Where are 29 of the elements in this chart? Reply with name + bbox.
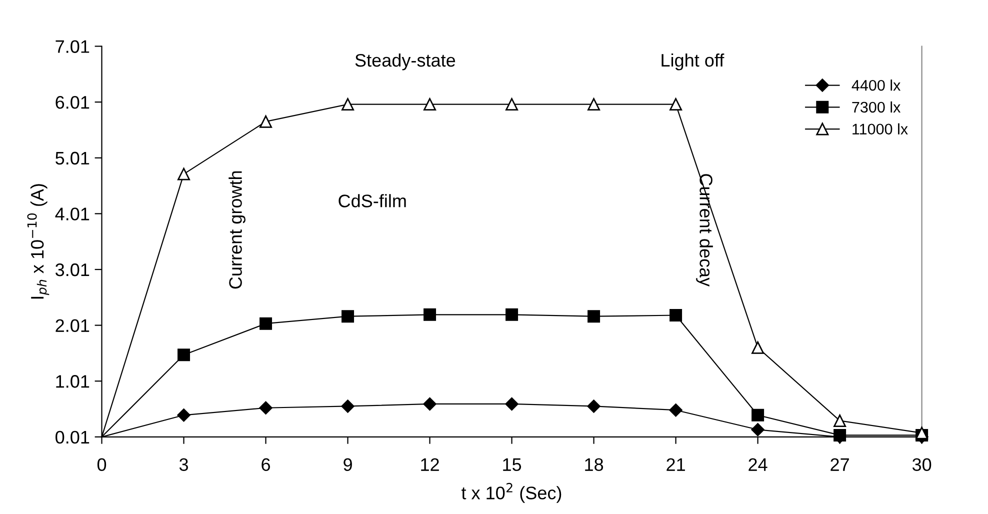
annotation: CdS-film <box>338 194 406 208</box>
x-tick-label: 6 <box>262 458 270 471</box>
y-tick-label: 0.01 <box>56 430 90 444</box>
x-tick-label: 21 <box>666 458 685 471</box>
legend-label: 4400 lx <box>852 80 901 91</box>
annotation: Light off <box>662 53 724 70</box>
x-tick-label: 24 <box>748 458 768 471</box>
x-tick-label: 3 <box>179 458 188 471</box>
x-tick-label: 30 <box>912 458 932 471</box>
legend-label: 7300 lx <box>852 101 901 113</box>
y-tick-label: 1.01 <box>56 375 90 388</box>
y-axis-title: I$_{ph}$ x 10$^{−10}$ (A) <box>27 184 50 299</box>
y-tick-label: 5.01 <box>56 152 90 165</box>
annotation: Current growth <box>228 171 246 289</box>
x-axis-title: t x 10$^{2}$ (Sec) <box>462 482 562 503</box>
y-tick-label: 7.01 <box>56 40 90 53</box>
y-tick-label: 2.01 <box>56 319 90 332</box>
y-tick-label: 4.01 <box>55 208 90 220</box>
annotation: Current decay <box>696 174 713 287</box>
x-tick-label: 27 <box>830 458 849 471</box>
x-tick-label: 15 <box>503 458 522 471</box>
y-tick-label: 6.01 <box>56 96 90 109</box>
legend-label: 11000 lx <box>852 123 908 135</box>
y-tick-label: 3.01 <box>56 263 90 276</box>
x-tick-label: 0 <box>97 458 106 471</box>
x-tick-label: 18 <box>585 458 604 471</box>
x-tick-label: 12 <box>421 458 439 471</box>
x-tick-label: 9 <box>344 458 352 471</box>
annotation: Steady-state <box>355 53 456 70</box>
